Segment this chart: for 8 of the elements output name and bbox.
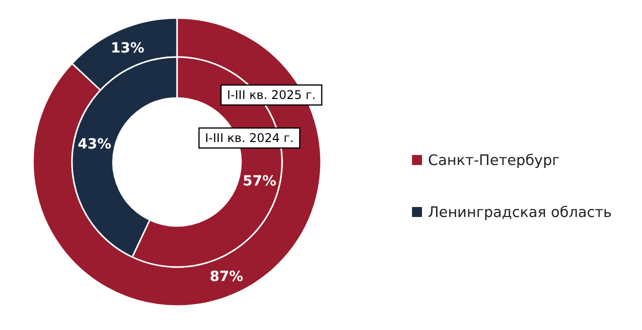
slice-label: I-III кв. 2025 г. — [227, 88, 316, 102]
legend-label: Санкт-Петербург — [428, 153, 560, 170]
slice-label: I-III кв. 2024 г. — [205, 131, 294, 146]
data-label: 13% — [110, 40, 144, 57]
data-label: 43% — [78, 136, 112, 152]
data-label: 57% — [242, 173, 276, 190]
data-label: 87% — [210, 269, 244, 286]
legend-label: Ленинградская область — [428, 205, 612, 222]
